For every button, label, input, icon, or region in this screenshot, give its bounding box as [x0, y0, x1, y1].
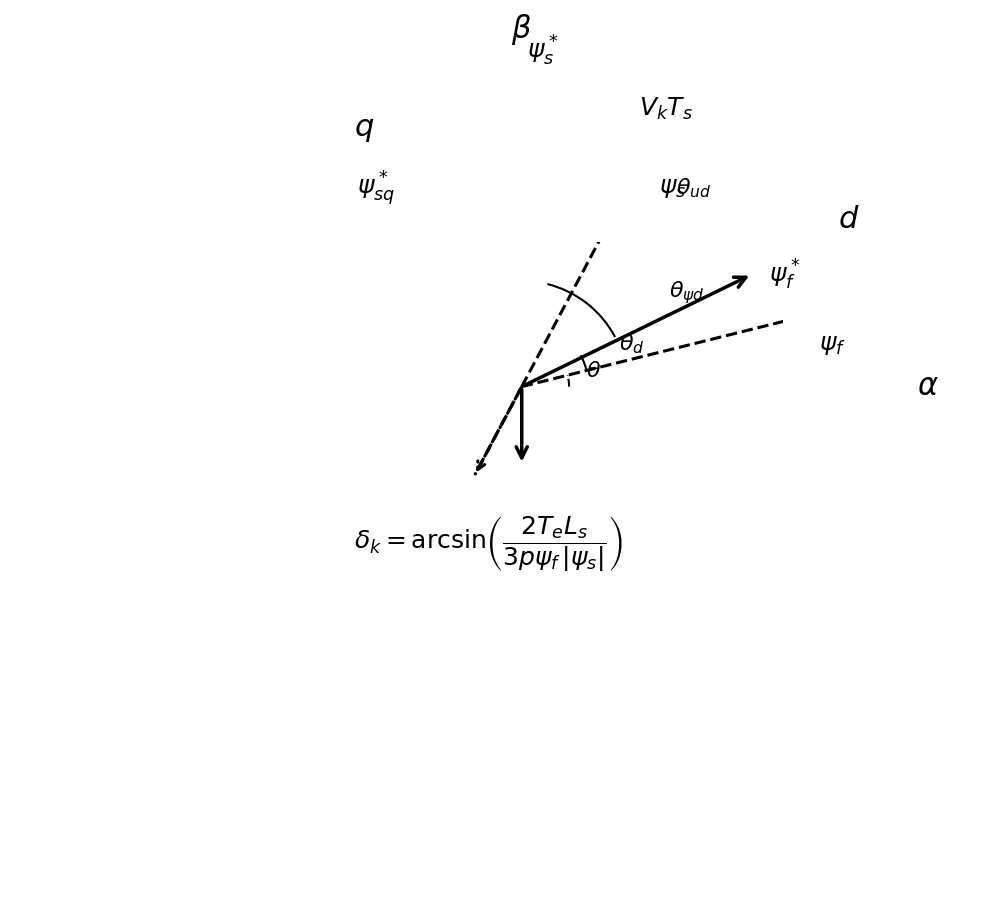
Text: $\psi_{sq}^*$: $\psi_{sq}^*$	[357, 169, 395, 208]
Text: $\beta$: $\beta$	[511, 13, 532, 47]
Text: $\theta$: $\theta$	[586, 361, 601, 381]
Text: $\theta_{ud}$: $\theta_{ud}$	[676, 176, 711, 200]
Text: $\alpha$: $\alpha$	[917, 372, 939, 401]
Text: $\psi_s$: $\psi_s$	[659, 176, 686, 200]
Text: $\psi_s^*$: $\psi_s^*$	[527, 33, 558, 68]
Text: $\theta_d$: $\theta_d$	[619, 332, 645, 356]
Text: $V_kT_s$: $V_kT_s$	[639, 95, 693, 122]
Text: $q$: $q$	[354, 115, 374, 144]
Text: $\psi_f$: $\psi_f$	[819, 333, 846, 357]
Text: $\psi_f^*$: $\psi_f^*$	[769, 257, 800, 292]
Text: $\theta_{\psi d}$: $\theta_{\psi d}$	[669, 279, 705, 306]
Text: $d$: $d$	[838, 204, 859, 234]
Text: $\delta_k = \arcsin\!\left(\dfrac{2T_eL_s}{3p\psi_f\,|\psi_s|}\right)$: $\delta_k = \arcsin\!\left(\dfrac{2T_eL_…	[354, 515, 623, 573]
